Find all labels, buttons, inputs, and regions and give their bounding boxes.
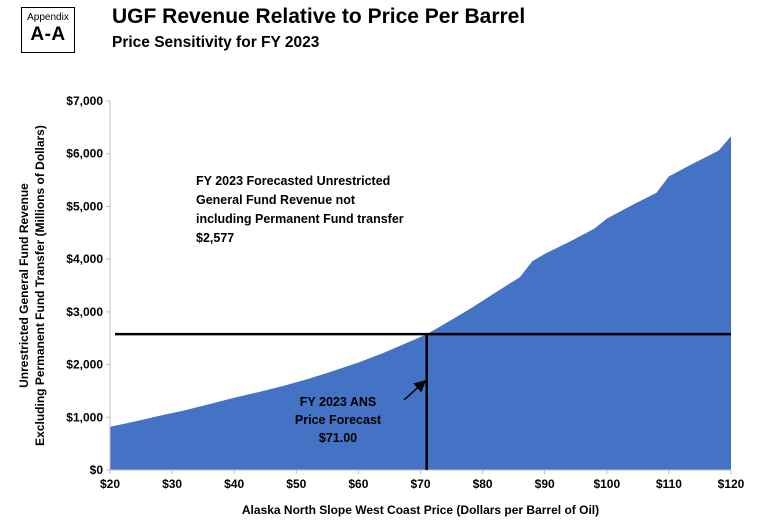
x-tick-label: $20 bbox=[100, 477, 120, 491]
x-tick-label: $70 bbox=[410, 477, 430, 491]
x-tick-label: $100 bbox=[593, 477, 620, 491]
revenue-area-series bbox=[110, 136, 731, 471]
price-annotation-line: FY 2023 ANS bbox=[300, 395, 376, 409]
y-tick-label: $6,000 bbox=[66, 147, 103, 161]
price-annotation-line: $71.00 bbox=[319, 431, 357, 445]
x-tick-label: $110 bbox=[656, 477, 682, 491]
revenue-annotation-line: including Permanent Fund transfer bbox=[196, 212, 404, 226]
y-tick-label: $3,000 bbox=[66, 305, 103, 319]
chart-title: UGF Revenue Relative to Price Per Barrel bbox=[112, 5, 526, 28]
x-tick-label: $40 bbox=[224, 477, 244, 491]
y-tick-label: $2,000 bbox=[66, 358, 103, 372]
x-tick-label: $80 bbox=[473, 477, 493, 491]
y-tick-label: $5,000 bbox=[66, 199, 103, 213]
appendix-badge: Appendix A-A bbox=[21, 7, 75, 53]
appendix-label: Appendix bbox=[27, 12, 69, 23]
y-axis-label-line: Unrestricted General Fund Revenue bbox=[17, 183, 31, 388]
y-tick-label: $4,000 bbox=[66, 252, 103, 266]
y-tick-label: $1,000 bbox=[66, 410, 103, 424]
appendix-id: A-A bbox=[30, 24, 66, 45]
x-tick-label: $50 bbox=[286, 477, 306, 491]
x-tick-label: $90 bbox=[535, 477, 555, 491]
revenue-annotation-line: General Fund Revenue not bbox=[196, 193, 356, 207]
x-tick-label: $30 bbox=[162, 477, 182, 491]
chart-subtitle: Price Sensitivity for FY 2023 bbox=[112, 34, 320, 51]
price-annotation-line: Price Forecast bbox=[295, 413, 382, 427]
y-tick-label: $0 bbox=[90, 463, 104, 477]
revenue-annotation-line: $2,577 bbox=[196, 231, 234, 245]
x-tick-label: $120 bbox=[718, 477, 745, 491]
y-tick-label: $7,000 bbox=[66, 94, 103, 108]
y-axis-label-line: Excluding Permanent Fund Transfer (Milli… bbox=[33, 125, 47, 446]
revenue-annotation-line: FY 2023 Forecasted Unrestricted bbox=[196, 174, 390, 188]
price-arrow bbox=[403, 379, 427, 401]
x-tick-label: $60 bbox=[348, 477, 368, 491]
x-axis-label: Alaska North Slope West Coast Price (Dol… bbox=[242, 503, 599, 517]
